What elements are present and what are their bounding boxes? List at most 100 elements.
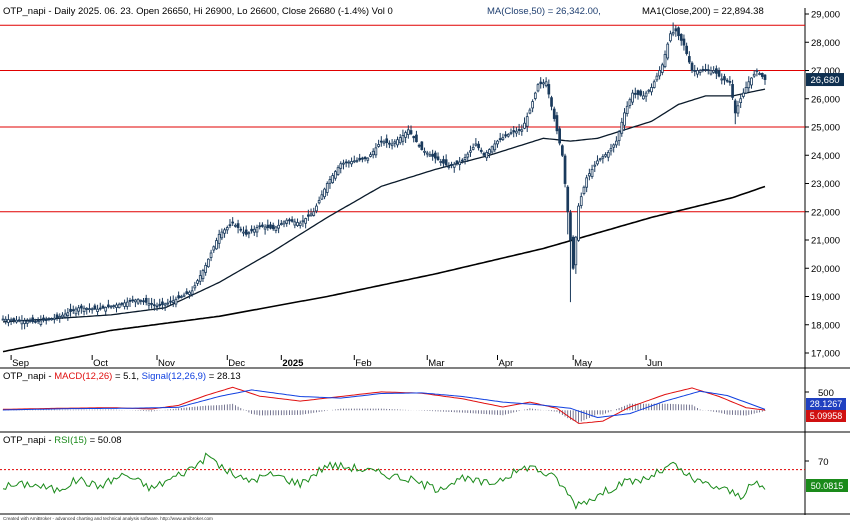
rsi-value: 50.08 bbox=[98, 435, 122, 446]
candle-down bbox=[479, 149, 483, 152]
candle-up bbox=[374, 147, 378, 156]
candle-down bbox=[228, 224, 232, 227]
rsi-tick-label: 70 bbox=[818, 457, 829, 468]
candle-up bbox=[531, 101, 534, 109]
candle-down bbox=[34, 320, 37, 323]
candle-up bbox=[650, 87, 653, 93]
candle-up bbox=[666, 43, 670, 59]
candle-up bbox=[301, 220, 305, 223]
candle-up bbox=[423, 150, 426, 153]
candle-up bbox=[574, 236, 578, 266]
y-tick-label: 20,000 bbox=[811, 264, 840, 275]
candle-up bbox=[331, 175, 335, 183]
candle-up bbox=[23, 320, 26, 324]
candle-up bbox=[406, 129, 410, 135]
candle-up bbox=[336, 167, 340, 175]
candle-up bbox=[544, 81, 548, 87]
candle-down bbox=[482, 152, 486, 156]
rsi-badge-bg bbox=[806, 479, 848, 492]
candle-up bbox=[171, 300, 175, 303]
rsi-eq: = bbox=[87, 435, 98, 446]
candle-up bbox=[201, 270, 205, 280]
candle-up bbox=[628, 99, 632, 106]
candle-down bbox=[288, 219, 291, 222]
footer-credit: Created with AmiBroker - advanced charti… bbox=[3, 516, 213, 521]
candle-up bbox=[309, 213, 313, 217]
candle-up bbox=[88, 308, 91, 311]
candle-up bbox=[709, 70, 713, 75]
candle-down bbox=[498, 138, 502, 141]
candle-down bbox=[763, 74, 767, 80]
candle-down bbox=[433, 152, 437, 159]
candle-down bbox=[131, 299, 135, 302]
candle-up bbox=[252, 228, 256, 233]
candle-down bbox=[31, 317, 35, 323]
candle-up bbox=[720, 78, 724, 81]
candle-down bbox=[261, 224, 264, 227]
candle-up bbox=[469, 150, 472, 153]
candle-up bbox=[198, 275, 202, 282]
signal-value: 28.13 bbox=[217, 371, 241, 382]
candle-up bbox=[471, 146, 475, 150]
candle-up bbox=[134, 299, 137, 303]
candle-up bbox=[577, 205, 580, 241]
candle-up bbox=[528, 109, 532, 114]
candle-down bbox=[517, 128, 521, 131]
candle-up bbox=[312, 211, 316, 216]
candle-up bbox=[623, 112, 626, 126]
candle-up bbox=[631, 92, 634, 103]
candle-down bbox=[28, 319, 32, 322]
candle-down bbox=[704, 69, 707, 71]
candle-up bbox=[490, 146, 494, 153]
macd-badge-bg bbox=[806, 398, 846, 410]
candle-up bbox=[217, 233, 221, 244]
y-tick-label: 27,000 bbox=[811, 66, 840, 77]
candle-down bbox=[44, 319, 48, 321]
signal-badge-bg bbox=[806, 410, 846, 422]
candle-up bbox=[393, 141, 397, 144]
macd-sep-1: - bbox=[46, 371, 54, 382]
candle-down bbox=[98, 307, 102, 310]
candle-down bbox=[417, 144, 421, 147]
candle-up bbox=[350, 161, 353, 165]
candle-down bbox=[290, 219, 294, 222]
candle-down bbox=[158, 303, 162, 306]
candle-up bbox=[82, 307, 86, 313]
candle-up bbox=[579, 196, 583, 206]
candle-up bbox=[401, 135, 405, 142]
candle-up bbox=[617, 131, 621, 142]
candle-up bbox=[212, 246, 216, 251]
candle-up bbox=[242, 231, 245, 234]
rsi-line bbox=[2, 452, 766, 510]
candle-down bbox=[55, 314, 59, 319]
candle-down bbox=[723, 76, 726, 81]
candle-up bbox=[755, 70, 759, 72]
macd-ticker: OTP_napi bbox=[3, 371, 46, 382]
candle-up bbox=[112, 305, 116, 307]
candle-up bbox=[52, 317, 56, 320]
candle-up bbox=[488, 149, 491, 155]
candle-up bbox=[485, 152, 489, 159]
candle-down bbox=[552, 108, 556, 119]
candle-down bbox=[128, 299, 132, 302]
candle-up bbox=[207, 258, 210, 268]
y-tick-label: 23,000 bbox=[811, 179, 840, 190]
candle-up bbox=[466, 153, 470, 158]
y-tick-label: 21,000 bbox=[811, 236, 840, 247]
candle-up bbox=[109, 305, 113, 308]
candle-down bbox=[693, 70, 697, 72]
candle-down bbox=[269, 224, 272, 229]
candle-up bbox=[366, 157, 370, 161]
candle-down bbox=[636, 90, 640, 95]
x-tick-label: Apr bbox=[498, 358, 513, 369]
candle-down bbox=[677, 27, 680, 37]
candle-up bbox=[647, 89, 651, 92]
candle-down bbox=[415, 134, 418, 143]
candle-down bbox=[388, 142, 391, 145]
candle-up bbox=[515, 130, 518, 134]
candle-up bbox=[396, 139, 399, 146]
signal-series-name: Signal(12,26,9) bbox=[142, 371, 206, 382]
candle-up bbox=[285, 219, 289, 224]
candlesticks bbox=[1, 22, 767, 330]
